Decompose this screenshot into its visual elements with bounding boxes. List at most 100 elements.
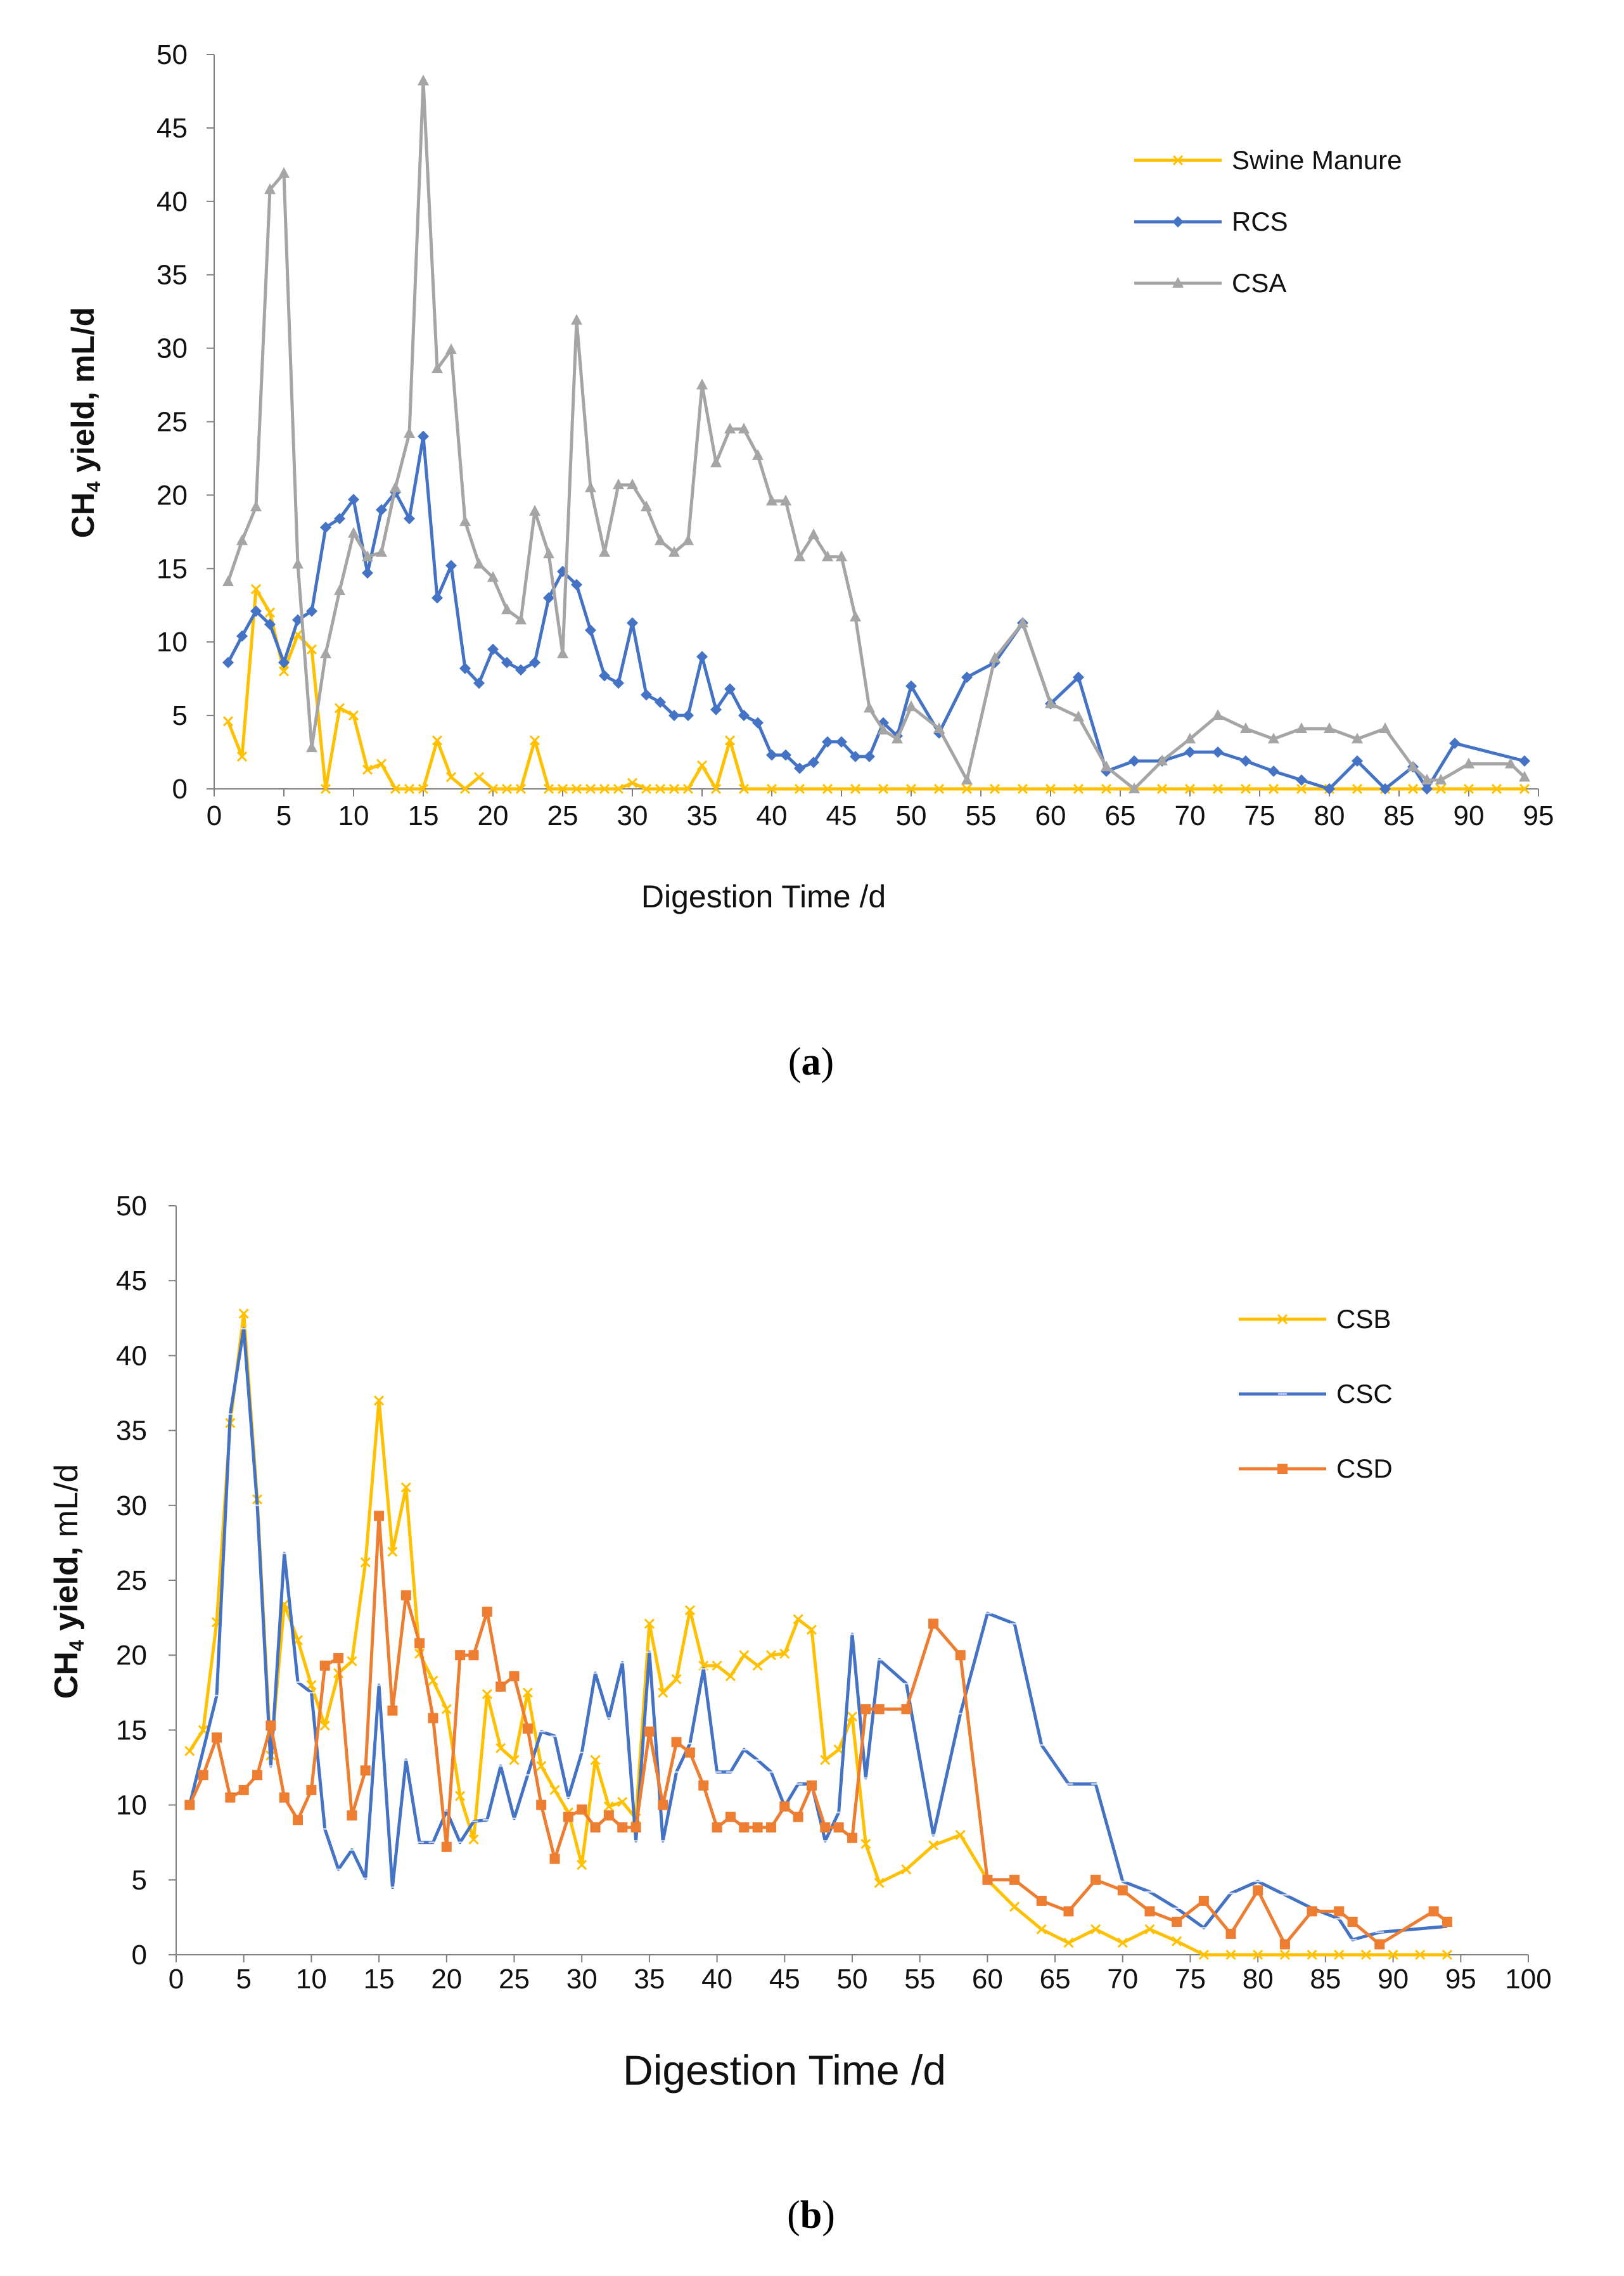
data-point [668, 710, 680, 722]
data-point [577, 1804, 587, 1815]
legend-label: CSB [1336, 1304, 1391, 1334]
data-point [603, 1810, 614, 1821]
data-point [1101, 783, 1112, 795]
y-axis-title: CH4 yield, mL/d [48, 1464, 88, 1699]
data-point [613, 783, 624, 795]
data-point [445, 343, 457, 354]
data-point [334, 703, 345, 713]
data-point [928, 1840, 939, 1851]
data-point [543, 783, 554, 795]
data-point [320, 783, 331, 795]
x-tick-label: 60 [972, 1964, 1003, 1995]
data-point [933, 722, 945, 733]
data-point [599, 670, 610, 682]
data-point [333, 1653, 344, 1663]
data-point [1045, 697, 1056, 708]
data-point [473, 677, 485, 689]
data-point [1036, 1895, 1047, 1906]
data-point [198, 1770, 208, 1781]
data-point [445, 559, 457, 572]
data-point [487, 571, 499, 582]
data-point [418, 430, 429, 442]
y-axis-title-prefix: CH [65, 492, 101, 538]
x-tick-label: 100 [1505, 1964, 1551, 1995]
y-tick-label: 35 [157, 260, 188, 291]
data-point [710, 456, 722, 468]
data-point [549, 1853, 560, 1864]
data-point [571, 314, 582, 325]
data-point [696, 651, 708, 663]
data-point [404, 783, 415, 795]
data-point [571, 579, 582, 591]
data-point [738, 710, 750, 722]
legend-label: CSD [1336, 1454, 1393, 1483]
data-point [1172, 1936, 1182, 1947]
data-point [184, 1746, 195, 1756]
caption-open: ( [787, 2194, 800, 2237]
x-tick-label: 35 [634, 1964, 665, 1995]
x-tick-label: 75 [1175, 1964, 1206, 1995]
data-point [362, 550, 373, 561]
x-tick-label: 5 [276, 800, 291, 831]
data-point [348, 527, 359, 538]
data-point [278, 167, 290, 178]
legend-item: CSA [1134, 268, 1286, 298]
data-point [724, 735, 736, 746]
data-point [1407, 760, 1419, 772]
data-point [455, 1650, 466, 1661]
data-point [414, 1638, 425, 1649]
data-point [955, 1650, 966, 1661]
x-tick-label: 20 [431, 1964, 462, 1995]
y-axis-title-bold: yield, [48, 1547, 85, 1640]
data-point [905, 700, 917, 712]
legend-item: CSC [1239, 1379, 1393, 1409]
data-point [306, 605, 317, 617]
data-point [418, 783, 429, 795]
data-point [376, 758, 387, 769]
data-point [1212, 783, 1224, 795]
data-point [418, 74, 429, 86]
data-point [806, 1780, 817, 1791]
data-point [1279, 1939, 1290, 1950]
data-point [250, 500, 262, 511]
chart-b: 0 5 10 15 20 25 30 35 40 45 50 0 5 10 15 20 25 30 35 40 45 50… [48, 1191, 1552, 2237]
y-tick-label: 0 [172, 774, 188, 805]
y-tick-label: 5 [172, 700, 188, 731]
data-point [348, 494, 359, 506]
data-point [989, 651, 1001, 663]
x-tick-label: 85 [1310, 1964, 1341, 1995]
data-point [613, 677, 624, 689]
data-point [459, 662, 471, 674]
data-point [599, 783, 610, 795]
data-point [509, 1755, 520, 1765]
data-point [501, 603, 513, 615]
x-tick-label: 55 [904, 1964, 935, 1995]
legend-label: Swine Manure [1232, 145, 1402, 175]
data-point [222, 716, 234, 727]
data-point [982, 1874, 993, 1885]
data-point [1128, 783, 1140, 793]
data-point [428, 1675, 438, 1686]
data-point [563, 1812, 573, 1822]
y-tick-label: 10 [157, 627, 188, 658]
data-point [1073, 783, 1084, 795]
data-point [590, 1755, 601, 1765]
data-point [1184, 783, 1196, 795]
data-point [543, 547, 554, 559]
data-point [1324, 722, 1335, 733]
x-tick-label: 35 [687, 800, 718, 831]
data-point [387, 1547, 398, 1557]
y-tick-label: 0 [132, 1940, 147, 1971]
data-point [765, 1822, 776, 1833]
data-point [833, 1744, 844, 1755]
data-point [1117, 1885, 1128, 1896]
data-point [1307, 1949, 1317, 1960]
data-point [320, 647, 331, 658]
caption-letter: b [800, 2194, 822, 2237]
data-point [1296, 783, 1307, 795]
x-tick-label: 15 [364, 1964, 395, 1995]
data-point [961, 671, 973, 683]
y-tick-label: 35 [116, 1416, 147, 1447]
data-point [515, 783, 527, 795]
data-point [501, 656, 513, 668]
